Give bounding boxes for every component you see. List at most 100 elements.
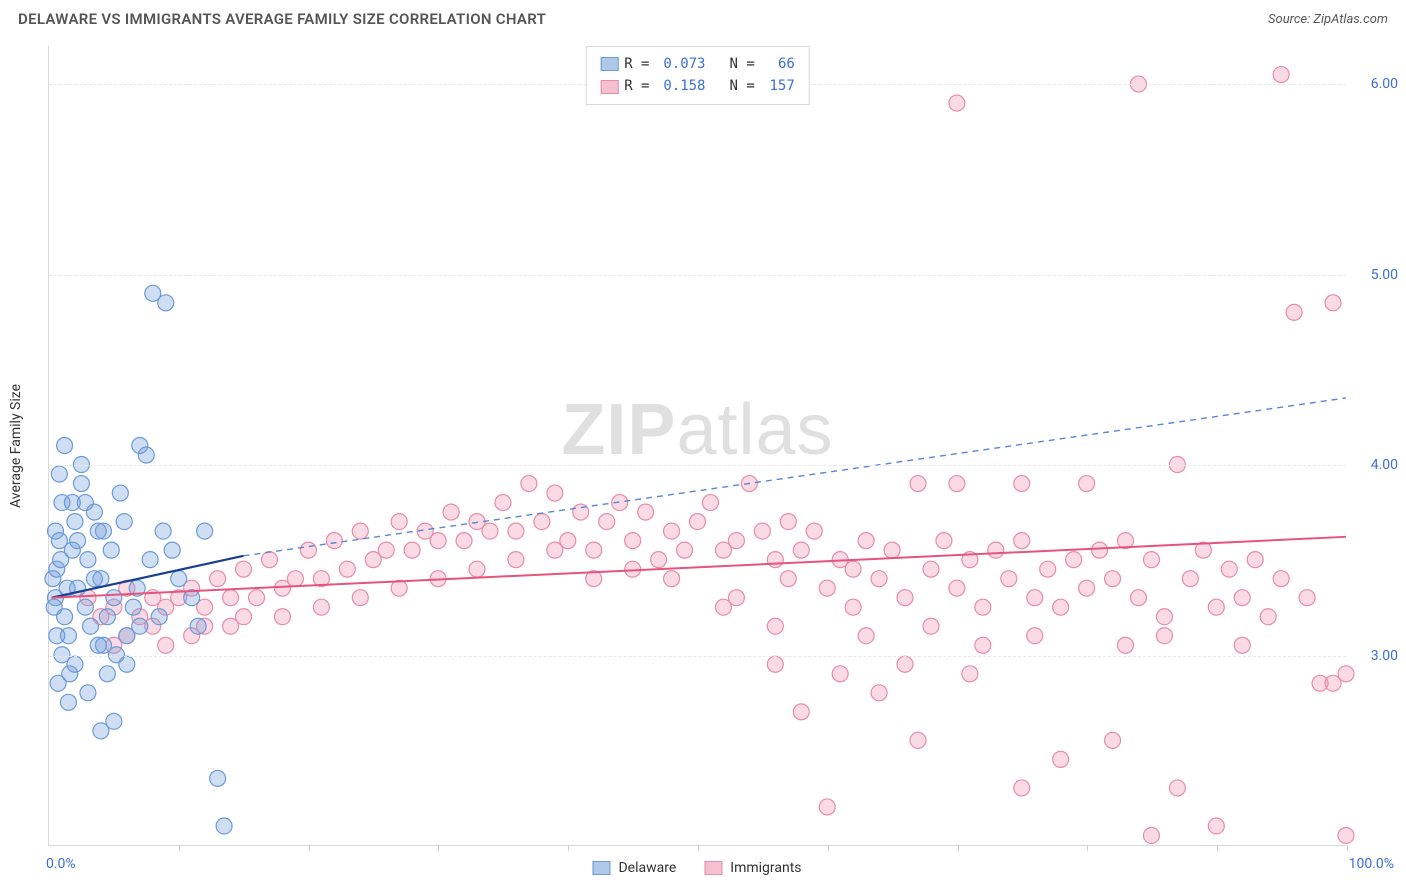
point-immigrants	[521, 476, 537, 492]
x-tick	[828, 845, 829, 851]
point-immigrants	[508, 523, 524, 539]
point-immigrants	[495, 495, 511, 511]
x-tick	[1087, 845, 1088, 851]
point-immigrants	[378, 542, 394, 558]
x-tick	[1347, 845, 1348, 851]
gridline-h	[49, 275, 1346, 276]
x-tick	[958, 845, 959, 851]
point-delaware	[138, 447, 154, 463]
point-immigrants	[910, 732, 926, 748]
point-delaware	[77, 495, 93, 511]
point-immigrants	[274, 609, 290, 625]
point-immigrants	[1260, 609, 1276, 625]
point-immigrants	[884, 542, 900, 558]
point-delaware	[80, 685, 96, 701]
point-immigrants	[249, 590, 265, 606]
point-immigrants	[949, 580, 965, 596]
point-delaware	[158, 295, 174, 311]
point-delaware	[197, 523, 213, 539]
point-immigrants	[793, 704, 809, 720]
point-immigrants	[1234, 637, 1250, 653]
point-immigrants	[339, 561, 355, 577]
legend-stats-row: R =0.158N =157	[600, 75, 795, 97]
point-immigrants	[754, 523, 770, 539]
legend-swatch-delaware	[592, 861, 610, 875]
legend-swatch-immigrants	[704, 861, 722, 875]
point-immigrants	[897, 590, 913, 606]
point-delaware	[155, 523, 171, 539]
point-immigrants	[845, 599, 861, 615]
point-immigrants	[988, 542, 1004, 558]
point-immigrants	[625, 533, 641, 549]
legend-swatch-immigrants	[600, 80, 618, 94]
point-immigrants	[664, 571, 680, 587]
point-immigrants	[728, 590, 744, 606]
point-immigrants	[443, 504, 459, 520]
point-immigrants	[1079, 580, 1095, 596]
point-immigrants	[1079, 476, 1095, 492]
legend-swatch-delaware	[600, 57, 618, 71]
x-tick	[1217, 845, 1218, 851]
gridline-h	[49, 465, 1346, 466]
legend-series: Delaware Immigrants	[592, 860, 801, 876]
point-delaware	[99, 609, 115, 625]
point-immigrants	[728, 533, 744, 549]
point-delaware	[112, 485, 128, 501]
point-immigrants	[1208, 599, 1224, 615]
point-immigrants	[1092, 542, 1108, 558]
plot-region: ZIPatlas R =0.073N =66R =0.158N =157	[48, 46, 1346, 846]
point-immigrants	[547, 485, 563, 501]
point-delaware	[125, 599, 141, 615]
point-delaware	[90, 523, 106, 539]
point-delaware	[45, 571, 61, 587]
x-tick	[309, 845, 310, 851]
point-immigrants	[871, 685, 887, 701]
point-immigrants	[767, 552, 783, 568]
point-immigrants	[845, 561, 861, 577]
point-delaware	[106, 590, 122, 606]
legend-stats: R =0.073N =66R =0.158N =157	[585, 46, 810, 105]
point-immigrants	[664, 523, 680, 539]
point-immigrants	[1182, 571, 1198, 587]
point-immigrants	[210, 571, 226, 587]
point-immigrants	[326, 533, 342, 549]
point-delaware	[60, 694, 76, 710]
legend-series-label: Immigrants	[730, 860, 801, 876]
point-immigrants	[223, 590, 239, 606]
point-immigrants	[780, 571, 796, 587]
point-immigrants	[1105, 571, 1121, 587]
point-immigrants	[819, 799, 835, 815]
x-axis-max-label: 100.0%	[1349, 856, 1394, 872]
point-delaware	[86, 571, 102, 587]
point-immigrants	[1156, 609, 1172, 625]
point-immigrants	[586, 542, 602, 558]
point-immigrants	[1325, 295, 1341, 311]
point-immigrants	[1053, 599, 1069, 615]
point-immigrants	[391, 514, 407, 530]
point-immigrants	[910, 476, 926, 492]
legend-series-label: Delaware	[618, 860, 676, 876]
n-value: 66	[761, 53, 795, 75]
point-immigrants	[1014, 533, 1030, 549]
point-delaware	[77, 599, 93, 615]
point-delaware	[47, 523, 63, 539]
point-immigrants	[534, 514, 550, 530]
point-immigrants	[1143, 552, 1159, 568]
point-immigrants	[819, 580, 835, 596]
point-immigrants	[1286, 304, 1302, 320]
point-immigrants	[352, 523, 368, 539]
point-immigrants	[858, 628, 874, 644]
point-immigrants	[352, 590, 368, 606]
point-immigrants	[1001, 571, 1017, 587]
point-immigrants	[923, 618, 939, 634]
x-tick	[568, 845, 569, 851]
point-delaware	[62, 666, 78, 682]
point-delaware	[106, 713, 122, 729]
point-delaware	[46, 599, 62, 615]
point-immigrants	[1338, 666, 1354, 682]
point-immigrants	[1156, 628, 1172, 644]
point-immigrants	[1040, 561, 1056, 577]
point-delaware	[49, 628, 65, 644]
point-immigrants	[430, 533, 446, 549]
chart-header: DELAWARE VS IMMIGRANTS AVERAGE FAMILY SI…	[0, 0, 1406, 34]
